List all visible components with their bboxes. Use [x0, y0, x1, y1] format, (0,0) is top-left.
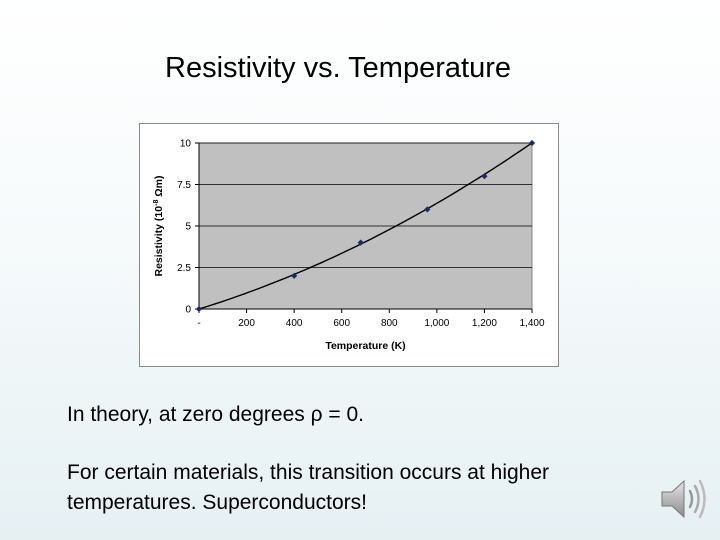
- y-tick-label: 7.5: [177, 180, 191, 191]
- y-axis-label: Resistivity (10-8 Ωm): [153, 175, 165, 276]
- speaker-icon[interactable]: [656, 472, 710, 526]
- data-point: [357, 239, 364, 246]
- trendline: [198, 142, 533, 310]
- body-line-theory: In theory, at zero degrees ρ = 0.: [67, 403, 364, 426]
- resistivity-chart: 0 2.5 5 7.5 10 - 200 400 600 800 1,000 1,200 1,400 Te…: [153, 139, 545, 353]
- x-tick-label: 1,000: [424, 318, 449, 329]
- x-tick-label: 200: [238, 318, 255, 329]
- data-point: [195, 305, 203, 313]
- x-tick-label: 800: [381, 318, 398, 329]
- x-axis-label: Temperature (K): [325, 340, 405, 352]
- y-tick-label: 0: [185, 305, 191, 316]
- y-tick-label: 2.5: [177, 263, 191, 274]
- x-tick-label: 600: [333, 318, 350, 329]
- data-point: [424, 206, 431, 213]
- x-tick-label: 400: [286, 318, 303, 329]
- x-tick-label: 1,200: [472, 318, 497, 329]
- chart-container: 0 2.5 5 7.5 10 - 200 400 600 800 1,000 1,200 1,400 Te…: [139, 123, 559, 367]
- y-tick-label: 5: [185, 222, 191, 233]
- x-tick-label: -: [197, 318, 200, 329]
- body-line-superconductors: For certain materials, this transition o…: [67, 461, 550, 514]
- y-tick-label: 10: [180, 139, 192, 150]
- slide-title: Resistivity vs. Temperature: [165, 52, 511, 84]
- x-tick-label: 1,400: [519, 318, 544, 329]
